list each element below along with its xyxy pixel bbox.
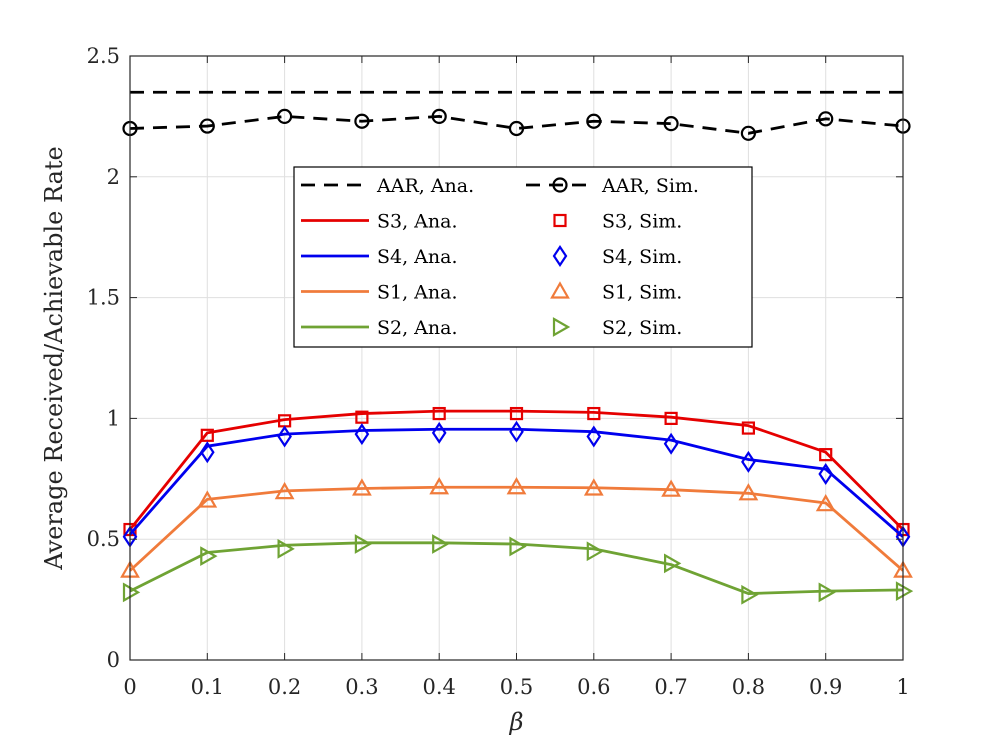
data-point-aar-sim	[277, 108, 293, 125]
data-point-s1-sim	[506, 477, 527, 495]
data-point-s3-sim	[587, 406, 601, 421]
y-tick-label: 0.5	[87, 527, 120, 551]
data-point-s4-sim	[818, 462, 834, 485]
data-point-aar-sim	[586, 113, 602, 129]
x-tick-label: 0	[123, 675, 136, 699]
series-s2-ana	[129, 541, 904, 595]
data-point-s3-sim	[200, 428, 214, 442]
data-point-s2-sim	[741, 584, 759, 605]
x-tick-label: 0.9	[809, 675, 842, 699]
data-point-aar-sim	[431, 108, 447, 125]
x-axis-label: β	[509, 708, 524, 736]
legend-swatch-marker-s4-sim	[552, 245, 568, 267]
data-point-s1-sim	[738, 483, 759, 501]
data-point-s1-sim	[815, 493, 836, 512]
data-point-s1-sim	[274, 481, 295, 500]
data-point-s3-sim	[355, 410, 369, 424]
data-point-s2-sim	[354, 534, 373, 554]
ticks: 0 0.1 0.2 0.3 0.4 0.5 0.6 0.7 0.8 0.9 1 0 0.5 1 1.5 2 2.…	[87, 44, 910, 699]
data-point-s4-sim	[431, 421, 447, 444]
data-point-s3-sim	[741, 421, 756, 435]
series-layer	[120, 90, 914, 605]
data-point-aar-sim	[508, 120, 525, 137]
x-tick-label: 0.4	[422, 675, 455, 699]
data-point-aar-sim	[663, 116, 679, 132]
data-point-aar-sim	[354, 113, 370, 129]
legend-box	[293, 166, 753, 348]
y-tick-label: 1	[107, 406, 120, 430]
x-tick-label: 0.8	[732, 675, 765, 699]
data-point-s3-sim	[664, 411, 678, 425]
series-aar-sim	[122, 108, 911, 141]
x-tick-label: 0.5	[500, 675, 533, 699]
data-point-s2-sim	[277, 538, 295, 559]
data-point-s4-sim	[741, 450, 756, 473]
series-line-aar-sim	[129, 115, 904, 135]
data-point-s2-sim	[818, 582, 836, 603]
legend-label-s3-sim: S3, Sim.	[602, 211, 682, 233]
legend-swatch-marker-aar-sim	[552, 177, 568, 193]
data-point-s3-sim	[819, 448, 833, 462]
legend-label-s2-sim: S2, Sim.	[602, 317, 682, 339]
data-point-s1-sim	[197, 490, 218, 508]
data-point-s4-sim	[354, 423, 370, 446]
legend-label-s2-ana: S2, Ana.	[377, 317, 458, 339]
data-point-aar-sim	[199, 118, 215, 134]
data-point-s1-sim	[661, 479, 681, 497]
data-point-s2-sim	[200, 546, 218, 567]
series-s4-sim	[122, 420, 911, 548]
data-point-s4-sim	[277, 425, 292, 448]
legend-label-s1-sim: S1, Sim.	[602, 282, 682, 304]
series-line-s3-ana	[128, 409, 904, 531]
data-point-s2-sim	[122, 582, 141, 603]
x-tick-label: 0.1	[191, 675, 224, 699]
data-point-s3-sim	[432, 406, 446, 421]
legend-label-s4-sim: S4, Sim.	[602, 246, 682, 268]
data-point-s3-sim	[509, 406, 524, 421]
data-point-s4-sim	[586, 425, 602, 448]
data-point-s2-sim	[509, 536, 527, 557]
x-tick-label: 0.2	[268, 675, 301, 699]
legend: AAR, Ana. AAR, Sim. S3, Ana. S3, Sim. S4, An…	[293, 166, 753, 348]
series-line-s4-ana	[128, 427, 904, 538]
x-tick-label: 1	[896, 675, 909, 699]
data-point-s4-sim	[663, 432, 679, 455]
y-tick-label: 2.5	[87, 44, 120, 68]
x-tick-label: 0.6	[577, 675, 610, 699]
legend-swatch-marker-s1-sim	[550, 281, 570, 299]
series-s4-ana	[128, 427, 904, 538]
legend-label-s3-ana: S3, Ana.	[377, 211, 458, 233]
series-s1-ana	[129, 485, 904, 572]
series-s2-sim	[122, 534, 914, 605]
legend-swatch-marker-s2-sim	[552, 317, 571, 337]
y-tick-label: 1.5	[87, 286, 120, 310]
data-point-s2-sim	[663, 553, 682, 574]
data-point-aar-sim	[740, 125, 757, 141]
series-s3-ana	[128, 409, 904, 531]
series-line-s2-ana	[129, 541, 904, 595]
legend-label-aar-sim: AAR, Sim.	[601, 175, 699, 197]
data-point-s4-sim	[509, 420, 524, 443]
x-tick-label: 0.3	[345, 675, 378, 699]
data-point-s4-sim	[199, 441, 215, 464]
series-line-s1-ana	[129, 485, 904, 572]
data-point-s2-sim	[586, 541, 605, 562]
legend-label-s1-ana: S1, Ana.	[377, 282, 458, 304]
legend-label-aar-ana: AAR, Ana.	[376, 175, 474, 197]
data-point-aar-sim	[818, 111, 834, 127]
data-point-s1-sim	[352, 478, 372, 496]
y-tick-label: 2	[107, 165, 120, 189]
data-point-s1-sim	[429, 477, 450, 495]
legend-swatch-marker-s3-sim	[553, 213, 567, 228]
y-tick-label: 0	[107, 648, 120, 672]
legend-label-s4-ana: S4, Ana.	[377, 246, 458, 268]
data-point-s1-sim	[583, 478, 604, 496]
x-tick-label: 0.7	[654, 675, 687, 699]
data-point-s2-sim	[895, 581, 914, 602]
y-axis-label: Average Received/Achievable Rate	[40, 146, 68, 571]
data-point-s2-sim	[432, 534, 450, 554]
